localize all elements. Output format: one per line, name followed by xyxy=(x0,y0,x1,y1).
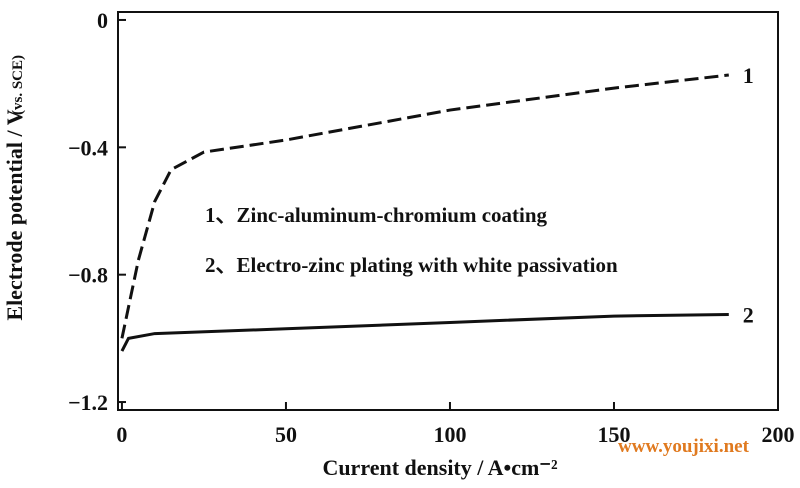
watermark-bg xyxy=(612,428,800,462)
data-line xyxy=(120,312,729,352)
x-tick-label: 50 xyxy=(275,422,297,447)
x-tick-label: 0 xyxy=(116,422,127,447)
x-axis-label: Current density / A•cm⁻² xyxy=(322,455,558,480)
data-line xyxy=(120,73,729,339)
x-tick-label: 100 xyxy=(433,422,466,447)
y-tick-label: −0.8 xyxy=(68,263,108,288)
annotation: 1、Zinc-aluminum-chromium coating xyxy=(205,203,548,227)
y-tick-label: 0 xyxy=(97,8,108,33)
series-label: 2 xyxy=(743,302,754,327)
x-tick-label: 200 xyxy=(762,422,795,447)
series-label: 1 xyxy=(743,63,754,88)
y-axis-label: Electrode potential / V xyxy=(2,109,27,320)
y-tick-label: −1.2 xyxy=(68,390,108,415)
annotation: 2、Electro-zinc plating with white passiv… xyxy=(205,253,618,277)
watermark: www.youjixi.net xyxy=(618,436,750,457)
x-tick-label: 150 xyxy=(597,422,630,447)
y-tick-label: −0.4 xyxy=(68,135,108,160)
plot-frame xyxy=(117,11,779,411)
y-axis-label-note: (vs. SCE) xyxy=(10,55,26,115)
